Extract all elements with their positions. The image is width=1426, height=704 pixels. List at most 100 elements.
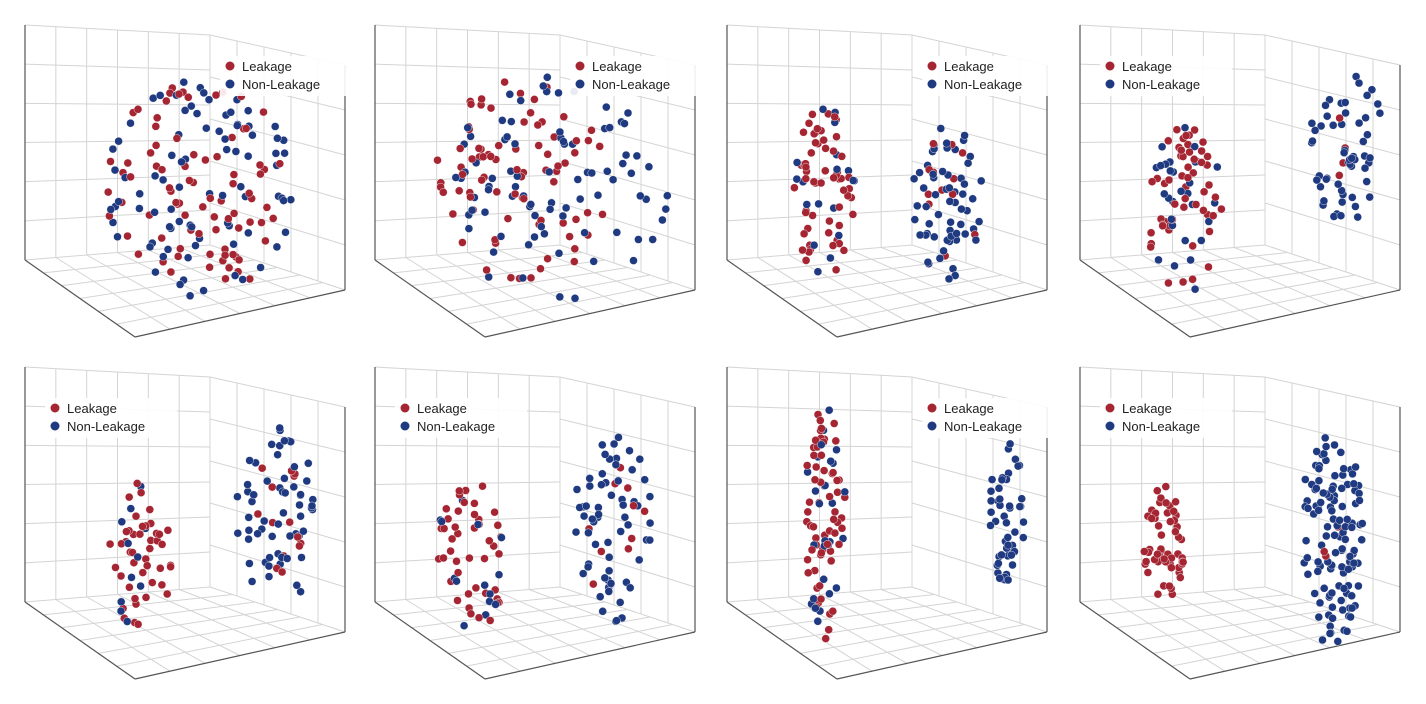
leakage-point — [816, 416, 825, 425]
non-leakage-point — [264, 572, 274, 581]
leakage-point — [571, 215, 581, 224]
non-leakage-point — [1338, 197, 1347, 207]
non-leakage-point — [135, 204, 144, 213]
right-wall-gridline — [911, 544, 1048, 588]
leakage-point — [477, 175, 486, 185]
non-leakage-point — [811, 603, 820, 613]
leakage-point — [442, 504, 451, 514]
non-leakage-point — [615, 598, 625, 607]
non-leakage-point — [570, 294, 580, 303]
leakage-point — [470, 510, 479, 519]
leakage-point — [519, 117, 529, 127]
non-leakage-point — [274, 519, 283, 529]
leakage-point — [835, 221, 844, 230]
leakage-point — [811, 436, 820, 445]
leakage-point — [162, 589, 172, 599]
non-leakage-point — [191, 241, 200, 250]
leakage-point — [439, 188, 448, 197]
legend-marker-non-leakage — [1105, 79, 1115, 89]
non-leakage-point — [158, 175, 168, 185]
non-leakage-point — [1319, 196, 1329, 206]
non-leakage-point — [818, 105, 828, 114]
legend-background — [1100, 56, 1232, 96]
non-leakage-point — [304, 459, 313, 468]
leakage-point — [811, 138, 820, 148]
leakage-point — [1167, 563, 1176, 572]
non-leakage-point — [604, 566, 614, 576]
non-leakage-point — [909, 174, 919, 184]
back-wall-edge — [726, 366, 913, 378]
leakage-point — [220, 250, 230, 260]
leakage-point — [447, 534, 457, 544]
non-leakage-point — [588, 514, 597, 524]
right-wall-edge — [209, 376, 346, 408]
leakage-point — [1183, 162, 1193, 172]
non-leakage-point — [248, 130, 257, 140]
non-leakage-point — [661, 204, 670, 214]
legend-marker-non-leakage — [1105, 421, 1115, 431]
non-leakage-point — [555, 127, 565, 137]
non-leakage-point — [1325, 629, 1335, 638]
non-leakage-point — [1363, 130, 1372, 139]
non-leakage-point — [1359, 137, 1368, 146]
non-leakage-point — [166, 204, 176, 214]
leakage-point — [295, 541, 304, 551]
non-leakage-point — [485, 589, 495, 599]
leakage-point — [1191, 200, 1201, 209]
non-leakage-point — [554, 249, 564, 258]
scatter-panel-2: Leakage Non-Leakage — [374, 24, 702, 338]
leakage-point — [189, 150, 199, 159]
leakage-point — [570, 244, 580, 254]
leakage-point — [132, 479, 142, 488]
leakage-point — [130, 594, 140, 603]
non-leakage-point — [956, 220, 966, 229]
non-leakage-point — [976, 176, 986, 186]
non-leakage-point — [589, 257, 598, 266]
legend-marker-non-leakage — [927, 79, 937, 89]
non-leakage-point — [997, 475, 1007, 485]
non-leakage-point — [1015, 502, 1024, 511]
leakage-point — [837, 524, 847, 533]
leakage-point — [1158, 221, 1167, 231]
leakage-point — [285, 517, 294, 527]
non-leakage-point — [245, 456, 254, 465]
non-leakage-point — [510, 139, 520, 149]
non-leakage-point — [627, 169, 636, 178]
leakage-point — [166, 267, 176, 277]
non-leakage-point — [607, 491, 616, 500]
non-leakage-point — [811, 486, 820, 496]
legend-label-leakage: Leakage — [1122, 401, 1172, 416]
non-leakage-point — [540, 229, 549, 239]
non-leakage-point — [1319, 449, 1329, 459]
non-leakage-point — [583, 562, 593, 572]
non-leakage-point — [1314, 476, 1324, 485]
non-leakage-point — [233, 121, 242, 130]
leakage-point — [808, 110, 817, 119]
x-axis — [374, 259, 486, 338]
legend-background — [922, 398, 1054, 438]
leakage-point — [1178, 277, 1188, 287]
non-leakage-point — [484, 272, 493, 282]
leakage-point — [253, 509, 263, 519]
non-leakage-point — [1333, 637, 1342, 646]
non-leakage-point — [620, 119, 629, 128]
leakage-point — [450, 522, 460, 532]
non-leakage-point — [575, 194, 585, 204]
x-axis — [726, 259, 838, 338]
non-leakage-point — [968, 194, 977, 204]
leakage-point — [837, 152, 847, 161]
leakage-point — [506, 273, 516, 282]
non-leakage-point — [1336, 448, 1345, 457]
non-leakage-point — [280, 148, 289, 158]
non-leakage-point — [270, 122, 280, 131]
non-leakage-point — [1355, 496, 1364, 505]
non-leakage-point — [612, 228, 622, 237]
leakage-point — [205, 263, 214, 272]
right-wall-gridline — [559, 460, 696, 498]
leakage-point — [572, 136, 581, 146]
non-leakage-point — [834, 231, 844, 240]
right-wall-gridline — [1264, 118, 1401, 156]
legend-background — [1100, 398, 1232, 438]
non-leakage-point — [466, 132, 475, 141]
leakage-point — [122, 527, 131, 536]
